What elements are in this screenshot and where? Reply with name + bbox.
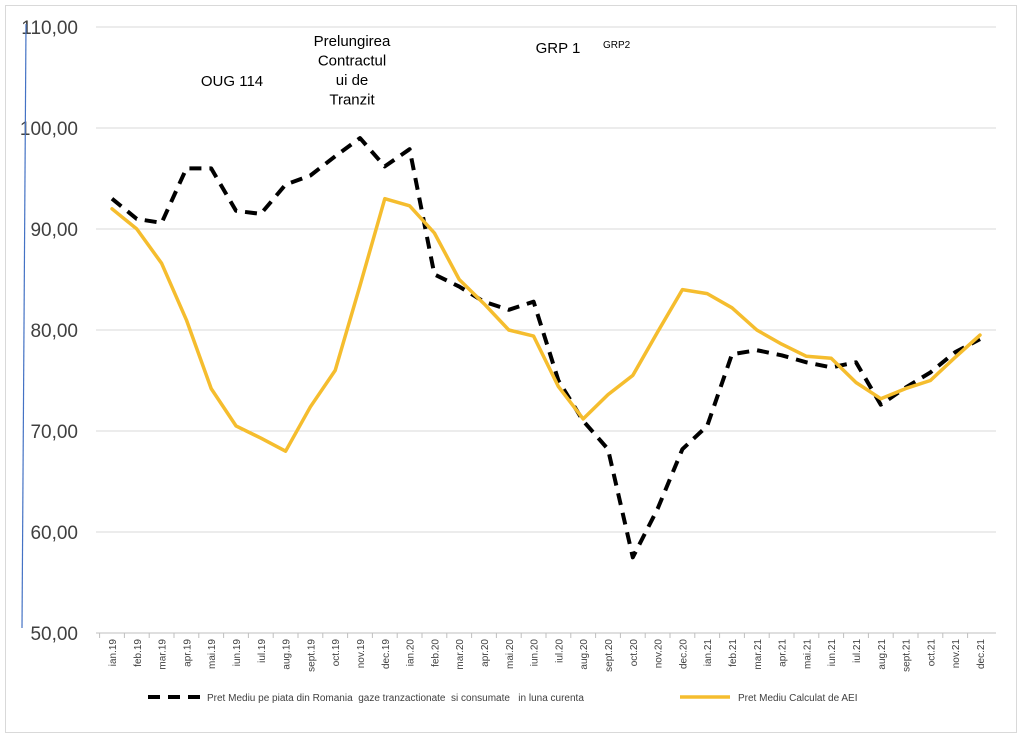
y-tick-label: 50,00 <box>30 624 78 645</box>
x-tick-label: aug.20 <box>579 639 590 670</box>
x-tick-label: ian.19 <box>108 639 119 667</box>
x-tick-label: aug.19 <box>282 639 293 670</box>
y-axis-line <box>21 23 27 629</box>
x-tick-label: oct.19 <box>331 639 342 667</box>
x-tick-label: aug.21 <box>877 639 888 670</box>
x-tick-label: sept.20 <box>604 639 615 672</box>
x-tick-label: mar.19 <box>158 639 169 670</box>
x-tick-label: mar.21 <box>753 639 764 670</box>
x-tick-label: feb.21 <box>728 639 739 667</box>
x-tick-label: iun.20 <box>530 639 541 667</box>
x-tick-label: sept.21 <box>902 639 913 672</box>
legend-label: Pret Mediu pe piata din Romania gaze tra… <box>207 693 584 704</box>
x-tick-label: nov.19 <box>356 639 367 669</box>
x-tick-label: iun.21 <box>827 639 838 667</box>
y-tick-label: 70,00 <box>30 422 78 443</box>
y-tick-label: 110,00 <box>21 18 78 39</box>
x-tick-label: dec.20 <box>678 639 689 669</box>
x-tick-label: nov.20 <box>654 639 665 669</box>
chart-frame <box>5 5 1017 733</box>
x-tick-label: apr.20 <box>480 639 491 667</box>
series-line-aei <box>110 196 982 453</box>
annotation-text: GRP 1 <box>536 40 581 57</box>
y-tick-label: 100,00 <box>20 119 78 140</box>
x-tick-label: apr.21 <box>778 639 789 667</box>
annotation-text: Contractul <box>318 53 386 70</box>
x-tick-label: oct.20 <box>629 639 640 667</box>
annotation-text: GRP2 <box>603 40 631 51</box>
annotation-text: Tranzit <box>329 92 375 109</box>
x-tick-label: ian.21 <box>703 639 714 667</box>
x-tick-label: iul.19 <box>257 639 268 663</box>
x-tick-label: feb.19 <box>133 639 144 667</box>
x-tick-label: sept.19 <box>306 639 317 672</box>
x-tick-label: iul.21 <box>852 639 863 663</box>
annotation-text: OUG 114 <box>201 73 263 90</box>
y-tick-label: 60,00 <box>30 523 78 544</box>
x-tick-label: iul.20 <box>554 639 565 663</box>
x-tick-label: mar.20 <box>455 639 466 670</box>
y-tick-label: 90,00 <box>30 220 78 241</box>
x-tick-label: mai.21 <box>802 639 813 669</box>
y-tick-label: 80,00 <box>30 321 78 342</box>
x-tick-label: mai.20 <box>505 639 516 669</box>
legend-label: Pret Mediu Calculat de AEI <box>738 693 858 704</box>
x-tick-label: dec.21 <box>976 639 987 669</box>
x-tick-label: dec.19 <box>381 639 392 669</box>
series-line-romania-market <box>110 136 981 560</box>
x-tick-label: nov.21 <box>951 639 962 669</box>
x-tick-label: oct.21 <box>926 639 937 667</box>
x-tick-label: feb.20 <box>430 639 441 667</box>
x-tick-label: mai.19 <box>207 639 218 669</box>
x-tick-label: ian.20 <box>406 639 417 667</box>
annotation-text: Prelungirea <box>314 33 391 50</box>
x-tick-label: apr.19 <box>182 639 193 667</box>
x-tick-label: iun.19 <box>232 639 243 667</box>
annotation-text: ui de <box>336 72 369 89</box>
